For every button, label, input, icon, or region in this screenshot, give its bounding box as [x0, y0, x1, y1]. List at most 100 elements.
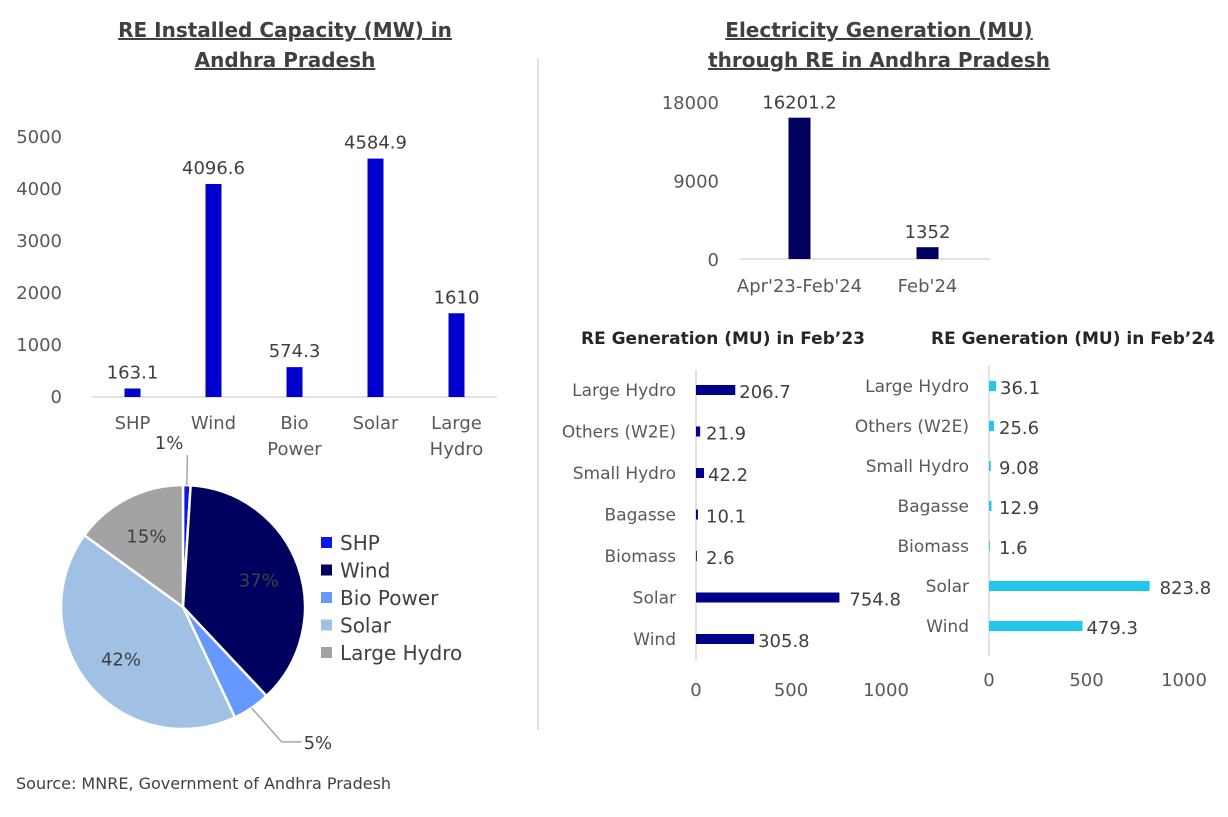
- bar-value-label: 574.3: [269, 341, 321, 362]
- y-tick-label: 0: [708, 250, 719, 271]
- pie-leader-line: [251, 707, 302, 743]
- generation-bar: [696, 634, 755, 644]
- capacity-bar: [286, 367, 303, 397]
- generation-bar: [989, 541, 990, 551]
- y-tick-label: 5000: [16, 127, 62, 148]
- generation-bar: [989, 421, 994, 431]
- pie-leader-line: [186, 455, 189, 486]
- bar-value-label: 21.9: [706, 424, 746, 445]
- bar-value-label: 2.6: [706, 548, 735, 569]
- legend-swatch: [321, 619, 332, 631]
- chart-title-line: RE Installed Capacity (MW) in: [118, 18, 452, 42]
- bar-value-label: 9.08: [999, 458, 1039, 479]
- generation-bar: [696, 468, 705, 478]
- category-label: Solar: [633, 589, 676, 609]
- chart-title: RE Generation (MU) in Feb’24: [931, 329, 1215, 349]
- category-label: SHP: [115, 413, 151, 434]
- category-label: Solar: [353, 413, 399, 434]
- bar-value-label: 12.9: [999, 498, 1039, 519]
- category-label: Wind: [633, 630, 676, 650]
- legend-swatch: [321, 647, 332, 658]
- category-label: Wind: [926, 617, 969, 637]
- capacity-bar: [124, 388, 141, 397]
- generation-bar: [989, 381, 997, 391]
- legend-label: SHP: [340, 531, 380, 555]
- bar-value-label: 163.1: [107, 363, 159, 384]
- capacity-bar: [448, 313, 465, 397]
- y-tick-label: 0: [51, 387, 62, 408]
- category-label: Large Hydro: [572, 381, 676, 401]
- category-label: Large Hydro: [865, 377, 969, 397]
- category-label: Power: [267, 439, 322, 460]
- capacity-bar-chart: RE Installed Capacity (MW) in Andhra Prad…: [16, 18, 497, 460]
- bar-value-label: 206.7: [739, 382, 791, 403]
- chart-title-line: Andhra Pradesh: [195, 48, 376, 72]
- category-label: Bio: [280, 413, 308, 434]
- bar-value-label: 1610: [434, 287, 480, 308]
- x-tick-label: 0: [983, 670, 994, 691]
- bar-value-label: 1.6: [999, 538, 1028, 559]
- legend-swatch: [321, 564, 332, 576]
- category-label: Small Hydro: [866, 457, 969, 477]
- category-label: Hydro: [430, 439, 484, 460]
- bar-value-label: 10.1: [706, 507, 746, 528]
- y-tick-label: 4000: [16, 179, 62, 200]
- feb23-generation-chart: RE Generation (MU) in Feb’23 Large Hydro 2…: [562, 329, 909, 701]
- pie-slice-label: 42%: [101, 649, 141, 670]
- legend-label: Bio Power: [340, 586, 439, 610]
- generation-bar: [916, 247, 939, 259]
- pie-slice: [59, 533, 237, 731]
- pie-slice: [181, 483, 307, 698]
- bar-value-label: 16201.2: [762, 93, 836, 114]
- bar-value-label: 1352: [905, 222, 951, 243]
- generation-bar: [696, 592, 840, 603]
- legend-label: Large Hydro: [340, 641, 462, 665]
- y-tick-label: 1000: [16, 335, 62, 356]
- category-label: Wind: [191, 413, 236, 434]
- capacity-pie-chart: 1% 37% 5% 42% 15% SHP Wind Bio Power Solar Large …: [59, 433, 462, 754]
- pie-slice-label: 15%: [126, 526, 166, 547]
- category-label: Large: [431, 413, 482, 434]
- generation-bar: [696, 385, 736, 395]
- generation-bar: [989, 581, 1150, 591]
- bar-value-label: 4584.9: [344, 133, 407, 154]
- x-tick-label: 500: [774, 680, 808, 701]
- bar-value-label: 42.2: [708, 465, 748, 486]
- bar-value-label: 36.1: [1000, 378, 1040, 399]
- category-label: Bagasse: [605, 506, 676, 526]
- legend-swatch: [321, 592, 332, 603]
- pie-slice-label: 1%: [155, 433, 184, 454]
- pie-slice-label: 37%: [239, 571, 279, 592]
- x-tick-label: 500: [1069, 670, 1103, 691]
- y-tick-label: 18000: [662, 93, 719, 114]
- source-note: Source: MNRE, Government of Andhra Prade…: [16, 774, 391, 793]
- category-label: Bagasse: [898, 497, 969, 517]
- generation-bar: [788, 117, 811, 259]
- category-label: Small Hydro: [573, 464, 676, 484]
- category-label: Feb'24: [898, 276, 958, 297]
- generation-bar: [989, 501, 992, 511]
- pie-slice: [82, 483, 185, 610]
- feb24-generation-chart: RE Generation (MU) in Feb’24 Large Hydro 3…: [855, 329, 1215, 691]
- generation-bar: [696, 426, 701, 437]
- x-tick-label: 1000: [863, 680, 909, 701]
- legend-label: Wind: [340, 559, 390, 583]
- generation-bar: [989, 461, 991, 471]
- y-tick-label: 9000: [673, 172, 719, 193]
- x-tick-label: 1000: [1161, 670, 1207, 691]
- category-label: Apr'23-Feb'24: [737, 276, 862, 297]
- x-tick-label: 0: [690, 680, 701, 701]
- generation-bar: [989, 621, 1083, 631]
- bar-value-label: 823.8: [1160, 578, 1212, 599]
- bar-value-label: 4096.6: [182, 158, 245, 179]
- chart-title-line: through RE in Andhra Pradesh: [708, 48, 1050, 72]
- category-label: Solar: [926, 577, 969, 597]
- pie-slice-label: 5%: [304, 733, 333, 754]
- generation-bar: [696, 509, 698, 520]
- capacity-bar: [205, 183, 222, 397]
- legend-label: Solar: [340, 614, 392, 638]
- y-tick-label: 2000: [16, 283, 62, 304]
- chart-title: RE Generation (MU) in Feb’23: [581, 329, 865, 349]
- legend-swatch: [321, 537, 332, 548]
